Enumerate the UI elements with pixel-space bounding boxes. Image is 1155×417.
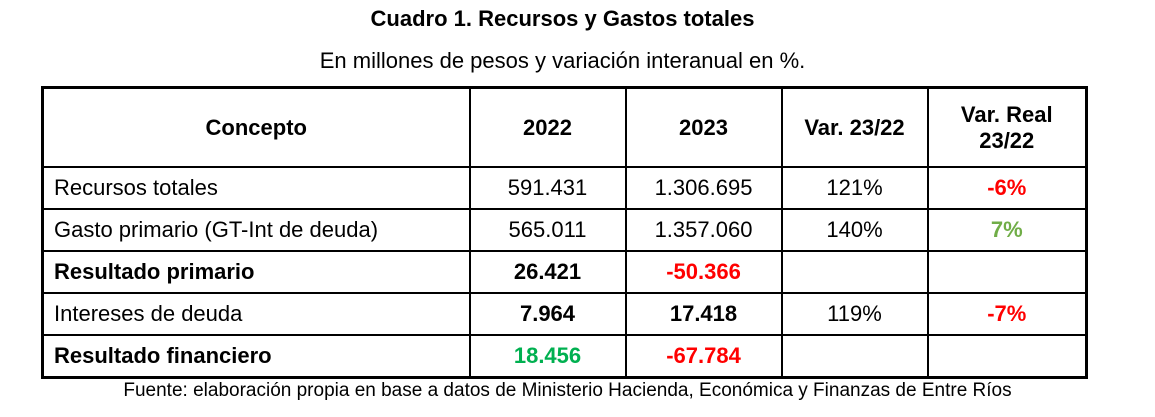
header-var-real-line2: 23/22	[979, 127, 1035, 153]
row-concept: Recursos totales	[41, 166, 471, 210]
row-2022: 26.421	[468, 250, 627, 294]
row-var	[780, 250, 929, 294]
header-2023: 2023	[624, 86, 783, 168]
row-concept: Resultado primario	[41, 250, 471, 294]
header-2022: 2022	[468, 86, 627, 168]
table-row: Intereses de deuda 7.964 17.418 119% -7%	[41, 292, 1088, 336]
row-concept: Intereses de deuda	[41, 292, 471, 336]
row-2022: 591.431	[468, 166, 627, 210]
row-2023: 17.418	[624, 292, 783, 336]
header-var-real-line1: Var. Real	[960, 101, 1053, 127]
row-var: 121%	[780, 166, 929, 210]
row-var: 140%	[780, 208, 929, 252]
row-2023: -67.784	[624, 334, 783, 379]
header-var: Var. 23/22	[780, 86, 929, 168]
row-var-real	[926, 334, 1088, 379]
row-2022: 7.964	[468, 292, 627, 336]
table-header-row: Concepto 2022 2023 Var. 23/22 Var. Real …	[41, 86, 1088, 168]
row-2023: 1.357.060	[624, 208, 783, 252]
row-2022: 565.011	[468, 208, 627, 252]
row-concept: Resultado financiero	[41, 334, 471, 379]
resources-expenses-table: Concepto 2022 2023 Var. 23/22 Var. Real …	[41, 86, 1088, 379]
table-row: Recursos totales 591.431 1.306.695 121% …	[41, 166, 1088, 210]
row-concept: Gasto primario (GT-Int de deuda)	[41, 208, 471, 252]
row-2023: -50.366	[624, 250, 783, 294]
row-var-real: 7%	[926, 208, 1088, 252]
row-var	[780, 334, 929, 379]
header-concepto: Concepto	[41, 86, 471, 168]
table-row: Resultado financiero 18.456 -67.784	[41, 334, 1088, 379]
table-row: Gasto primario (GT-Int de deuda) 565.011…	[41, 208, 1088, 252]
row-var-real	[926, 250, 1088, 294]
header-var-real: Var. Real 23/22	[926, 86, 1088, 168]
row-var-real: -7%	[926, 292, 1088, 336]
row-2022: 18.456	[468, 334, 627, 379]
table-row: Resultado primario 26.421 -50.366	[41, 250, 1088, 294]
row-var-real: -6%	[926, 166, 1088, 210]
row-var: 119%	[780, 292, 929, 336]
table-subtitle: En millones de pesos y variación interan…	[319, 48, 806, 73]
source-note: Fuente: elaboración propia en base a dat…	[123, 380, 1012, 401]
table-title: Cuadro 1. Recursos y Gastos totales	[370, 6, 755, 31]
row-2023: 1.306.695	[624, 166, 783, 210]
